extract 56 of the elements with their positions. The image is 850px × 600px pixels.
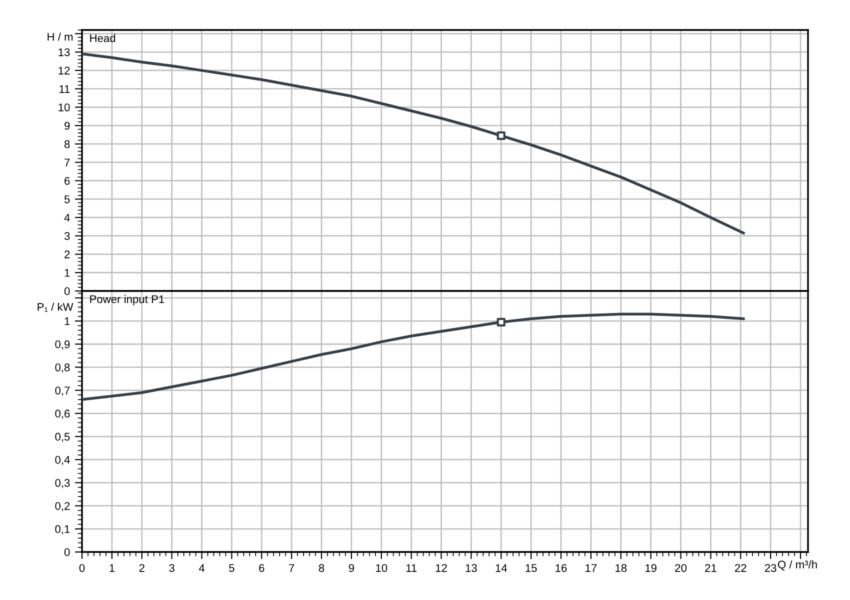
line-series <box>82 52 746 234</box>
y-tick-label: 0,4 <box>55 456 70 466</box>
y-tick-label: 5 <box>64 195 70 204</box>
y-tick-label: 0 <box>64 548 70 556</box>
y-tick-label: 0,1 <box>55 525 70 534</box>
x-tick-label: 10 <box>376 564 388 572</box>
x-tick-label: 12 <box>436 564 447 572</box>
y-tick-label: 2 <box>64 250 70 258</box>
x-tick-label: 18 <box>616 564 627 572</box>
x-tick-label: 22 <box>735 564 746 572</box>
x-tick-label: 11 <box>406 564 417 572</box>
x-tick-label: 7 <box>289 564 294 572</box>
x-tick-label: 20 <box>675 564 687 572</box>
y-tick-label: 4 <box>64 214 70 222</box>
line-series <box>82 312 746 401</box>
y-tick-label: 13 <box>58 48 70 56</box>
x-tick-label: 2 <box>139 564 144 572</box>
y-tick-label: 8 <box>64 140 70 148</box>
x-tick-label: 13 <box>466 564 477 572</box>
x-tick-label: 1 <box>110 564 114 572</box>
y-tick-label: 0,8 <box>55 363 70 373</box>
x-tick-label: 6 <box>259 564 264 572</box>
chart-title: Power input P1 <box>90 294 164 306</box>
y-tick-label: 3 <box>64 232 70 240</box>
x-tick-label: 8 <box>318 564 324 572</box>
y-tick-label: 0,7 <box>55 386 70 396</box>
y-axis-title: H / m <box>48 32 73 41</box>
y-tick-label: 0,9 <box>55 340 70 350</box>
y-tick-label: 1 <box>64 269 70 277</box>
x-tick-label: 4 <box>198 564 205 572</box>
x-tick-label: 19 <box>645 564 656 572</box>
x-tick-label: 0 <box>79 564 85 572</box>
y-tick-label: 0,5 <box>55 432 70 442</box>
y-tick-label: 9 <box>64 122 70 130</box>
x-tick-label: 15 <box>526 564 537 572</box>
x-tick-label: 3 <box>169 564 174 572</box>
x-tick-label: 17 <box>586 564 597 572</box>
y-tick-label: 1 <box>64 317 70 326</box>
x-axis-title: Q / m³/h <box>778 560 817 570</box>
y-tick-label: 6 <box>64 176 70 185</box>
y-tick-label: 0,3 <box>55 478 70 488</box>
x-tick-label: 5 <box>229 564 234 572</box>
y-axis-title: P₁ / kW <box>38 302 74 312</box>
y-tick-label: 11 <box>60 85 70 93</box>
y-tick-label: 0 <box>64 287 70 296</box>
x-tick-label: 9 <box>348 564 354 572</box>
x-tick-label: 21 <box>705 564 716 572</box>
chart-title: Head <box>90 34 116 42</box>
y-tick-label: 12 <box>58 66 70 74</box>
x-tick-label: 16 <box>556 564 567 572</box>
x-tick-label: 14 <box>496 564 507 572</box>
x-tick-label: 23 <box>764 564 776 572</box>
y-tick-label: 0,6 <box>55 410 70 419</box>
y-tick-label: 0,2 <box>55 502 70 512</box>
y-tick-label: 7 <box>64 158 70 166</box>
y-tick-label: 10 <box>58 103 70 112</box>
